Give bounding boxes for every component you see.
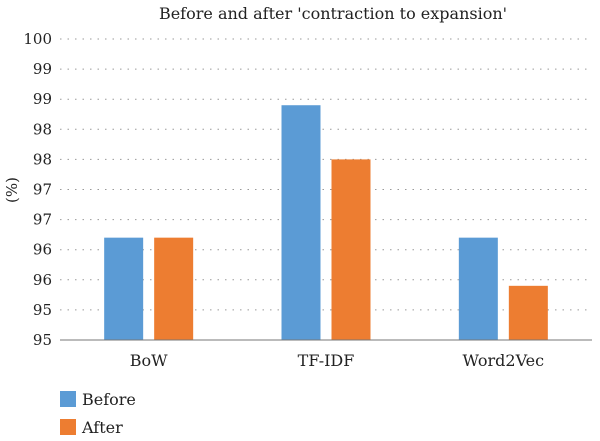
y-tick-label: 100	[23, 30, 52, 48]
y-axis-ticks: 95 95 96 96 97 97 98 98 99 99 100	[23, 30, 52, 349]
y-tick-label: 96	[33, 241, 52, 259]
y-axis-label: (%)	[3, 177, 21, 203]
y-tick-label: 95	[33, 301, 52, 319]
bar-after-bow	[154, 237, 194, 340]
bar-after-word2vec	[508, 285, 548, 340]
legend: Before After	[60, 390, 136, 437]
x-category-label: Word2Vec	[463, 351, 545, 370]
legend-label-after: After	[81, 418, 123, 437]
bar-before-tf-idf	[281, 105, 321, 340]
x-category-label: TF-IDF	[298, 351, 355, 370]
bars	[104, 105, 548, 340]
legend-label-before: Before	[82, 390, 136, 409]
legend-swatch-after	[60, 419, 76, 435]
bar-before-bow	[104, 237, 144, 340]
x-axis: BoW TF-IDF Word2Vec	[60, 339, 592, 370]
legend-swatch-before	[60, 391, 76, 407]
y-tick-label: 95	[33, 331, 52, 349]
x-category-label: BoW	[130, 351, 168, 370]
y-tick-label: 98	[33, 150, 52, 168]
y-tick-label: 99	[33, 90, 52, 108]
bar-after-tf-idf	[331, 159, 371, 340]
y-tick-label: 98	[33, 120, 52, 138]
chart-title: Before and after 'contraction to expansi…	[159, 4, 507, 23]
y-tick-label: 97	[33, 181, 52, 199]
y-tick-label: 99	[33, 60, 52, 78]
bar-before-word2vec	[458, 237, 498, 340]
y-tick-label: 96	[33, 271, 52, 289]
y-tick-label: 97	[33, 211, 52, 229]
gridlines	[60, 38, 592, 311]
